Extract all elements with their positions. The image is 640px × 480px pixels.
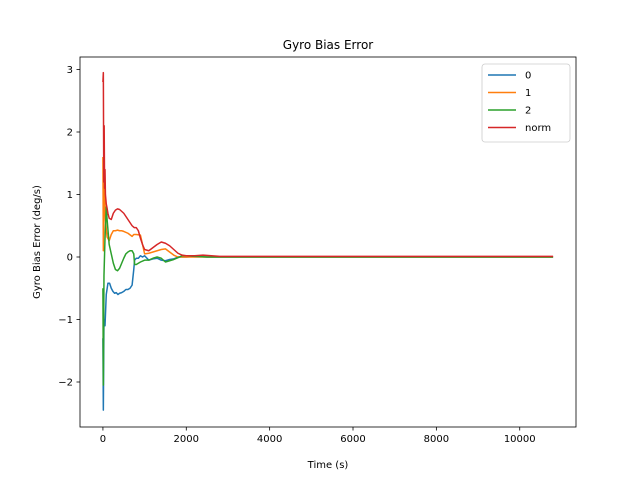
chart-title: Gyro Bias Error — [283, 38, 374, 52]
x-tick-label-0: 0 — [100, 434, 106, 445]
x-tick-label-4: 8000 — [424, 434, 449, 445]
y-tick-label-3: 1 — [67, 190, 73, 201]
legend: 0 1 2 norm — [481, 63, 571, 143]
legend-label-2: 2 — [525, 106, 531, 117]
x-tick-label-3: 6000 — [340, 434, 365, 445]
y-tick-label-0: −2 — [58, 378, 73, 389]
legend-label-3: norm — [525, 123, 551, 134]
legend-label-1: 1 — [525, 88, 531, 99]
series-line-3 — [102, 71, 554, 258]
x-tick-label-1: 2000 — [174, 434, 199, 445]
x-tick-label-2: 4000 — [257, 434, 282, 445]
series-layer — [102, 71, 554, 411]
plot-frame — [79, 56, 577, 428]
y-tick-label-5: 3 — [67, 65, 73, 76]
x-tick-label-5: 10000 — [504, 434, 536, 445]
legend-box — [481, 63, 571, 143]
ticks-layer: 0 2000 4000 6000 8000 10000 −2 −1 0 1 2 3 — [58, 65, 535, 445]
y-axis-label: Gyro Bias Error (deg/s) — [32, 185, 43, 299]
legend-label-0: 0 — [525, 71, 531, 82]
x-axis-label: Time (s) — [307, 460, 349, 471]
y-tick-label-2: 0 — [67, 253, 73, 264]
y-tick-label-4: 2 — [67, 128, 73, 139]
y-tick-label-1: −1 — [58, 315, 73, 326]
